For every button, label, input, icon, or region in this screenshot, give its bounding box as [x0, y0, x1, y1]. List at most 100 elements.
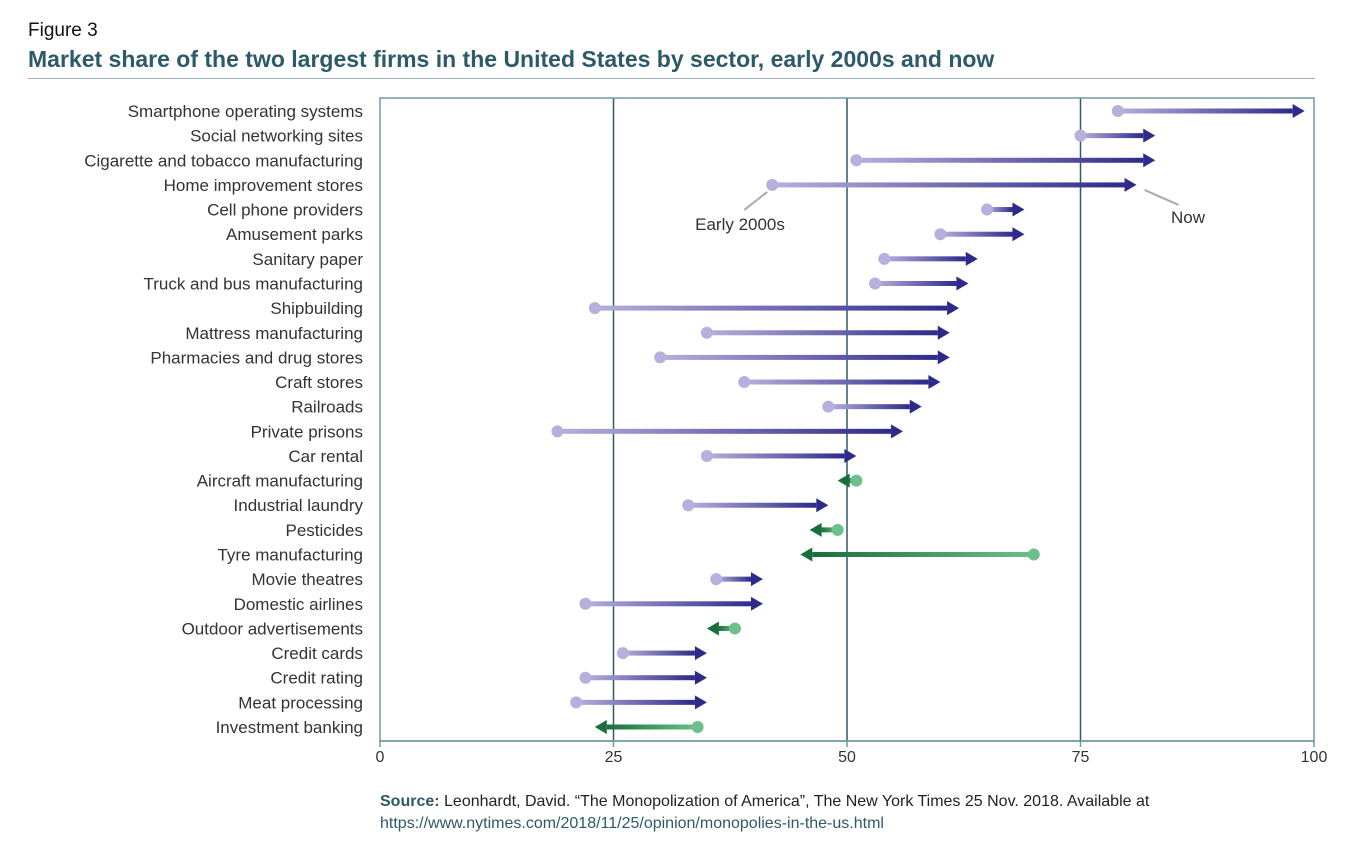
x-tick-label: 0: [376, 749, 385, 766]
arrow-row: [869, 276, 969, 291]
dot-early-2000s: [831, 523, 844, 536]
dot-early-2000s: [728, 622, 741, 635]
dot-early-2000s: [710, 573, 723, 586]
arrow-shaft: [660, 354, 938, 360]
arrow-row: [934, 227, 1025, 242]
arrow-row: [1111, 104, 1305, 118]
figure-label: Figure 3: [28, 20, 98, 41]
category-label: Sanitary paper: [252, 250, 363, 269]
arrow-head-now: [928, 375, 941, 390]
x-tick-label: 75: [1072, 749, 1090, 766]
dot-early-2000s: [1074, 129, 1087, 142]
arrow-row: [981, 202, 1025, 217]
arrow-head-now: [594, 720, 607, 734]
arrow-row: [837, 473, 863, 488]
arrow-shaft: [585, 601, 751, 607]
arrow-shaft: [940, 231, 1013, 237]
category-label: Pharmacies and drug stores: [150, 348, 363, 367]
arrow-row: [878, 251, 978, 266]
category-label: Credit rating: [270, 669, 363, 688]
arrow-head-now: [694, 695, 707, 710]
x-tick-label: 25: [605, 749, 623, 766]
arrow-shaft: [812, 552, 1034, 558]
arrow-row: [579, 596, 763, 611]
category-label: Cell phone providers: [207, 201, 363, 220]
x-tick-label: 50: [838, 749, 856, 766]
chart-title: Market share of the two largest firms in…: [28, 46, 995, 72]
dot-early-2000s: [682, 499, 695, 512]
grid-layer: [612, 98, 1082, 741]
arrow-shaft: [884, 256, 966, 262]
arrow-row: [822, 399, 922, 414]
arrow-row: [766, 177, 1137, 192]
arrow-row: [700, 448, 857, 463]
arrow-head-now: [909, 399, 922, 414]
arrow-shaft: [576, 699, 695, 705]
arrow-row: [706, 621, 741, 636]
arrow-head-now: [947, 301, 960, 316]
arrow-row: [616, 646, 707, 661]
arrow-shaft: [987, 207, 1013, 213]
category-label: Amusement parks: [226, 225, 363, 244]
arrow-row: [594, 720, 704, 734]
category-label: Credit cards: [271, 644, 363, 663]
arrow-row: [850, 153, 1156, 168]
dot-early-2000s: [981, 203, 994, 216]
title-divider: [28, 78, 1315, 79]
arrow-shaft: [718, 625, 735, 631]
arrow-shaft: [622, 650, 695, 656]
arrow-shaft: [706, 330, 938, 336]
arrow-head-now: [750, 596, 763, 611]
category-label: Investment banking: [216, 718, 363, 737]
arrow-head-now: [937, 350, 950, 365]
arrow-row: [700, 325, 950, 340]
arrow-row: [809, 522, 844, 537]
dot-early-2000s: [570, 696, 583, 709]
arrow-shaft: [557, 428, 892, 434]
arrow-row: [1074, 128, 1156, 143]
dot-early-2000s: [850, 154, 863, 167]
category-labels: Smartphone operating systems Social netwo…: [84, 102, 363, 737]
arrow-head-now: [706, 621, 719, 636]
category-label: Home improvement stores: [164, 176, 363, 195]
dot-early-2000s: [878, 252, 891, 265]
arrow-shaft: [772, 182, 1125, 188]
arrow-head-now: [816, 498, 829, 513]
dot-early-2000s: [579, 597, 592, 610]
arrow-shaft: [594, 305, 948, 311]
dot-early-2000s: [588, 302, 601, 315]
category-label: Car rental: [288, 447, 363, 466]
arrow-row: [588, 301, 960, 316]
arrow-shaft: [1117, 108, 1293, 114]
category-label: Meat processing: [238, 693, 363, 712]
source-label: Source:: [380, 793, 440, 810]
category-label: Movie theatres: [252, 570, 364, 589]
arrow-shaft: [744, 379, 929, 385]
arrow-head-now: [837, 473, 850, 488]
arrow-head-now: [809, 522, 822, 537]
arrow-head-now: [1292, 104, 1305, 118]
annotations: Early 2000s Now: [695, 189, 1206, 234]
category-label: Craft stores: [275, 373, 363, 392]
source-url[interactable]: https://www.nytimes.com/2018/11/25/opini…: [380, 815, 884, 832]
arrow-head-now: [800, 547, 813, 562]
dot-early-2000s: [822, 400, 835, 413]
x-axis: 0 25 50 75 100: [376, 740, 1327, 766]
arrow-head-now: [1012, 202, 1025, 217]
category-label: Aircraft manufacturing: [197, 472, 363, 491]
arrow-row: [570, 695, 707, 710]
arrow-head-now: [965, 251, 978, 266]
arrow-head-now: [1124, 177, 1137, 192]
arrow-row: [579, 670, 707, 685]
now-annotation: Now: [1171, 208, 1206, 227]
arrow-head-now: [694, 646, 707, 661]
arrow-head-now: [1143, 128, 1156, 143]
arrow-shaft: [1080, 133, 1144, 139]
category-label: Pesticides: [286, 521, 363, 540]
category-label: Railroads: [291, 398, 363, 417]
early-2000s-annotation: Early 2000s: [695, 215, 785, 234]
arrow-row: [800, 547, 1040, 562]
dot-early-2000s: [700, 326, 713, 339]
arrow-head-now: [891, 424, 904, 439]
arrow-row: [710, 572, 763, 587]
